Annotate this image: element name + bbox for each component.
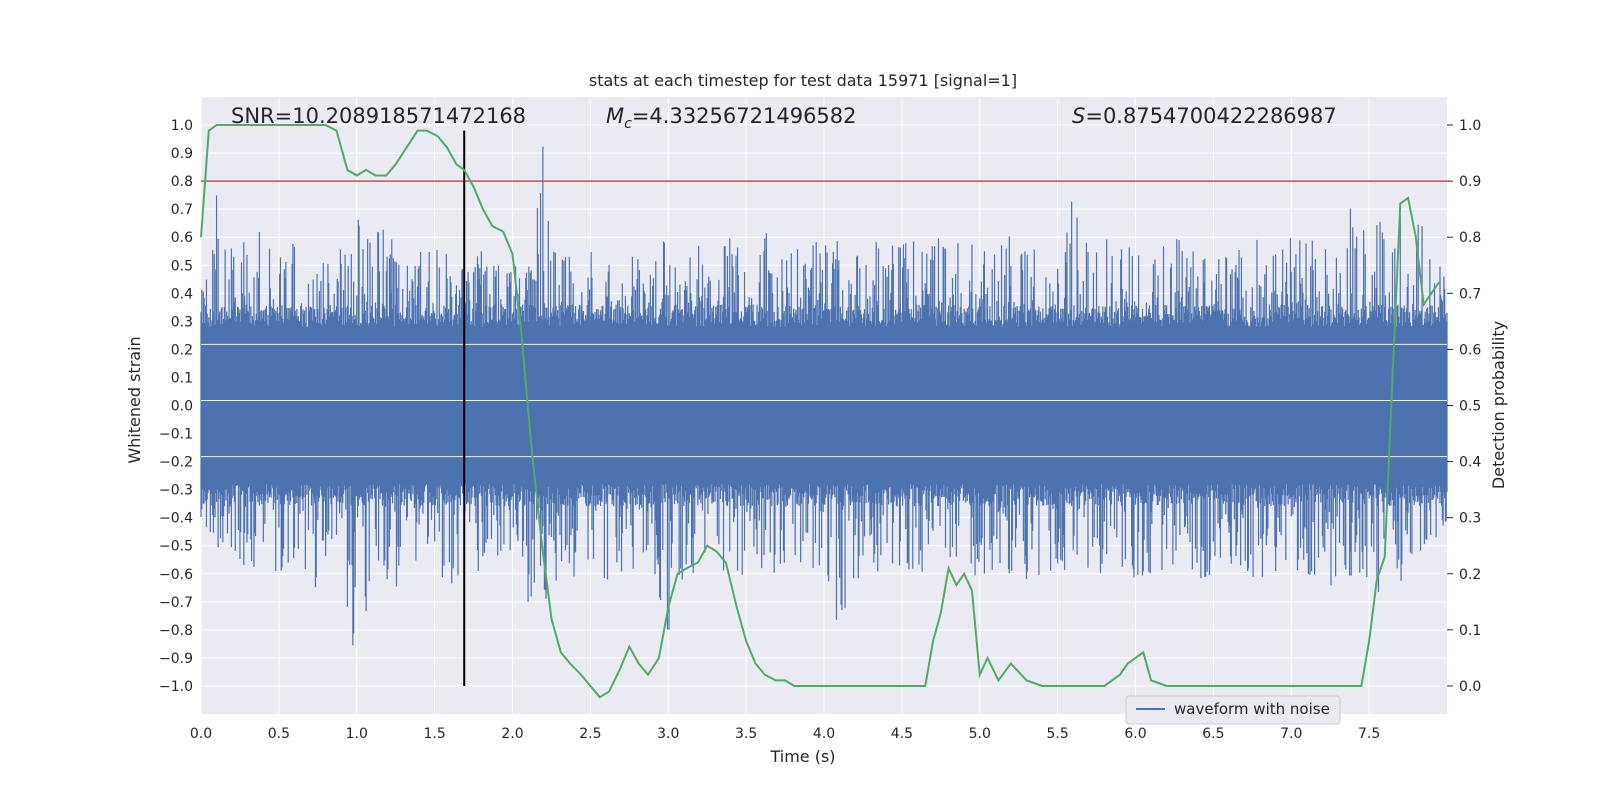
x-tick-label: 7.0 <box>1280 726 1302 742</box>
x-axis-ticks: 0.0 0.5 1.0 1.5 2.0 2.5 3.0 3.5 4.0 4.5 5.0 5.5 6.0 6… <box>190 726 1380 742</box>
y-tick-label: −0.8 <box>159 623 193 639</box>
legend-label: waveform with noise <box>1174 700 1330 718</box>
y2-tick-label: 1.0 <box>1459 118 1481 134</box>
y2-tick-label: 0.2 <box>1459 567 1481 583</box>
probability-series <box>200 124 1441 699</box>
chirp-mass-symbol: M <box>606 104 624 128</box>
chart-title: stats at each timestep for test data 159… <box>589 71 1017 90</box>
y2-tick-label: 0.1 <box>1459 623 1481 639</box>
y-tick-label: 0.2 <box>171 342 193 358</box>
y2-tick-label: 0.3 <box>1459 511 1481 527</box>
y-axis-ticks: 1.0 0.9 0.8 0.7 0.6 0.5 0.4 0.3 0.2 0.1 0.0 −0.1 −0.… <box>159 118 193 695</box>
x-tick-label: 2.5 <box>579 726 601 742</box>
chirp-mass-annotation: Mc=4.33256721496582 <box>606 104 857 132</box>
chirp-mass-value: =4.33256721496582 <box>632 104 857 128</box>
y2-tick-label: 0.6 <box>1459 342 1481 358</box>
y2-tick-label: 0.8 <box>1459 230 1481 246</box>
spin-value: =0.8754700422286987 <box>1085 104 1336 128</box>
x-tick-label: 2.0 <box>501 726 523 742</box>
x-tick-label: 0.0 <box>190 726 212 742</box>
y2-tick-label: 0.7 <box>1459 286 1481 302</box>
x-tick-label: 3.5 <box>735 726 757 742</box>
y2-tick-label: 0.0 <box>1459 679 1481 695</box>
y-tick-label: −0.7 <box>159 595 193 611</box>
x-tick-label: 6.5 <box>1202 726 1224 742</box>
y-tick-label: 0.3 <box>171 314 193 330</box>
chirp-mass-subscript: c <box>624 116 632 132</box>
spin-annotation: S=0.8754700422286987 <box>1072 104 1337 128</box>
y2-tick-label: 0.9 <box>1459 174 1481 190</box>
y2-axis-ticks: 1.0 0.9 0.8 0.7 0.6 0.5 0.4 0.3 0.2 0.1 0.0 <box>1447 118 1481 695</box>
y-tick-label: −0.3 <box>159 483 193 499</box>
x-tick-label: 5.0 <box>969 726 991 742</box>
snr-annotation: SNR=10.208918571472168 <box>231 104 526 128</box>
legend-box <box>1125 695 1341 725</box>
x-axis-label: Time (s) <box>769 747 835 766</box>
y-tick-label: 0.0 <box>171 399 193 415</box>
y-tick-label: 0.1 <box>171 370 193 386</box>
x-tick-label: 0.5 <box>268 726 290 742</box>
spin-symbol: S <box>1072 104 1085 128</box>
y-tick-label: 0.6 <box>171 230 193 246</box>
x-tick-label: 4.0 <box>813 726 835 742</box>
waveform-trace <box>200 146 1448 646</box>
x-tick-label: 1.0 <box>346 726 368 742</box>
y-tick-label: −0.9 <box>159 651 193 667</box>
y2-tick-label: 0.5 <box>1459 399 1481 415</box>
y-axis-label: Whitened strain <box>125 336 144 463</box>
y2-axis-label: Detection probability <box>1489 321 1508 489</box>
y-tick-label: −0.5 <box>159 539 193 555</box>
legend: waveform with noise <box>1125 695 1341 725</box>
y-tick-label: −0.4 <box>159 511 193 527</box>
x-tick-label: 5.5 <box>1046 726 1068 742</box>
y-tick-label: 0.5 <box>171 258 193 274</box>
y2-tick-label: 0.4 <box>1459 455 1481 471</box>
y-tick-label: −1.0 <box>159 679 193 695</box>
y-tick-label: −0.1 <box>159 427 193 443</box>
x-tick-label: 6.0 <box>1124 726 1146 742</box>
x-tick-label: 1.5 <box>423 726 445 742</box>
y-tick-label: 1.0 <box>171 118 193 134</box>
y-tick-label: 0.8 <box>171 174 193 190</box>
probability-line <box>200 124 1441 699</box>
x-tick-label: 7.5 <box>1358 726 1380 742</box>
y-tick-label: −0.2 <box>159 455 193 471</box>
y-tick-label: −0.6 <box>159 567 193 583</box>
x-tick-label: 3.0 <box>657 726 679 742</box>
x-tick-label: 4.5 <box>891 726 913 742</box>
y-tick-label: 0.9 <box>171 146 193 162</box>
waveform-series <box>200 146 1448 646</box>
y-tick-label: 0.4 <box>171 286 193 302</box>
y-tick-label: 0.7 <box>171 202 193 218</box>
